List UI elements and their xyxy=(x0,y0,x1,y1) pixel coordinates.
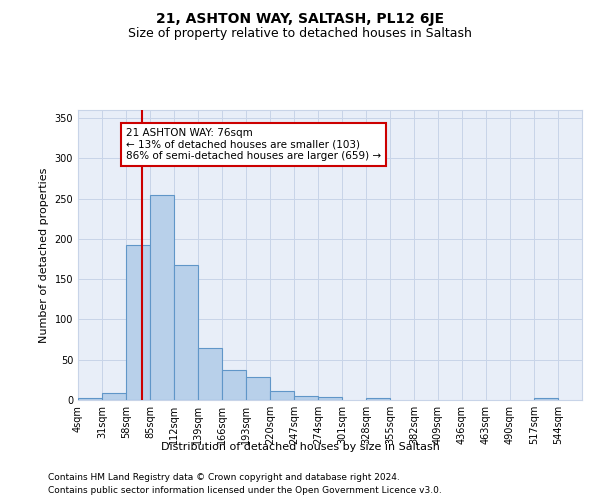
Y-axis label: Number of detached properties: Number of detached properties xyxy=(39,168,49,342)
Text: Contains public sector information licensed under the Open Government Licence v3: Contains public sector information licen… xyxy=(48,486,442,495)
Bar xyxy=(318,397,342,400)
Text: Distribution of detached houses by size in Saltash: Distribution of detached houses by size … xyxy=(161,442,439,452)
Bar xyxy=(366,398,390,400)
Bar xyxy=(294,396,318,400)
Bar xyxy=(222,370,246,400)
Bar xyxy=(78,398,102,400)
Text: 21, ASHTON WAY, SALTASH, PL12 6JE: 21, ASHTON WAY, SALTASH, PL12 6JE xyxy=(156,12,444,26)
Bar xyxy=(126,246,150,400)
Bar xyxy=(102,393,126,400)
Bar xyxy=(270,391,294,400)
Text: 21 ASHTON WAY: 76sqm
← 13% of detached houses are smaller (103)
86% of semi-deta: 21 ASHTON WAY: 76sqm ← 13% of detached h… xyxy=(126,128,381,161)
Bar xyxy=(198,348,222,400)
Bar xyxy=(246,376,270,400)
Bar xyxy=(174,264,198,400)
Text: Contains HM Land Registry data © Crown copyright and database right 2024.: Contains HM Land Registry data © Crown c… xyxy=(48,472,400,482)
Bar xyxy=(534,398,558,400)
Text: Size of property relative to detached houses in Saltash: Size of property relative to detached ho… xyxy=(128,28,472,40)
Bar xyxy=(150,194,174,400)
